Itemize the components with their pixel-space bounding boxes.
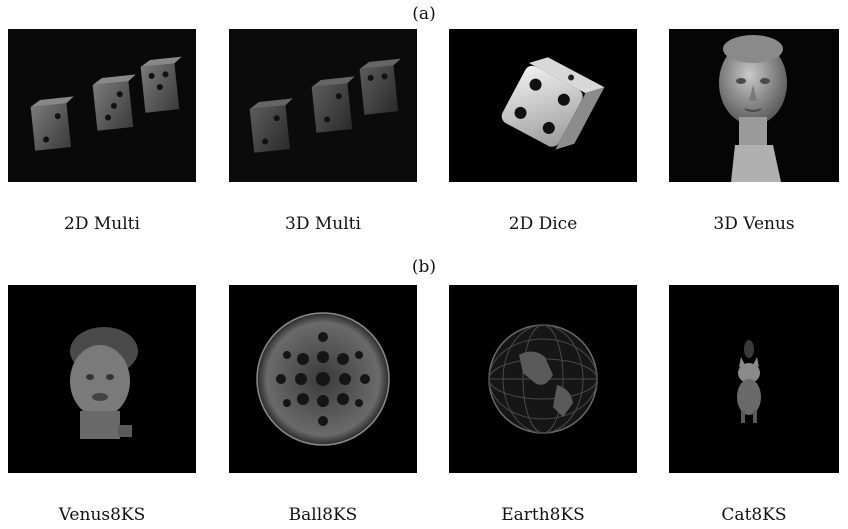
image-2d-multi xyxy=(8,29,196,182)
caption-cat8ks: Cat8KS xyxy=(721,505,787,525)
caption-earth8ks: Earth8KS xyxy=(501,505,585,525)
image-3d-venus xyxy=(669,29,839,182)
caption-venus8ks: Venus8KS xyxy=(58,505,146,525)
image-ball8ks xyxy=(229,285,417,473)
caption-3d-multi: 3D Multi xyxy=(285,214,361,234)
row-b-label: (b) xyxy=(411,257,437,277)
caption-ball8ks: Ball8KS xyxy=(288,505,358,525)
image-earth8ks xyxy=(449,285,637,473)
caption-3d-venus: 3D Venus xyxy=(713,214,795,234)
image-3d-multi xyxy=(229,29,417,182)
caption-2d-dice: 2D Dice xyxy=(508,214,578,234)
image-venus8ks xyxy=(8,285,196,473)
caption-2d-multi: 2D Multi xyxy=(64,214,140,234)
image-2d-dice xyxy=(449,29,637,182)
row-a-label: (a) xyxy=(412,4,436,24)
image-cat8ks xyxy=(669,285,839,473)
